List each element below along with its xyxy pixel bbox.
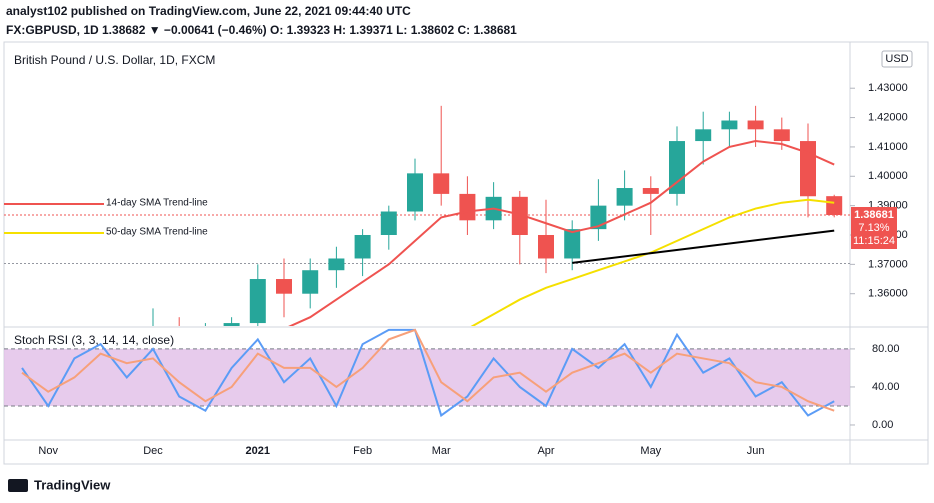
currency: USD — [885, 53, 908, 65]
candle-body — [800, 141, 816, 197]
indicator-title: Stoch RSI (3, 3, 14, 14, close) — [14, 333, 174, 347]
candle-body — [826, 196, 843, 216]
indicator-band — [4, 348, 850, 406]
y-tick-label: 1.36000 — [868, 288, 908, 300]
x-tick-label: Nov — [38, 445, 58, 457]
candle-body — [511, 196, 528, 235]
candle-body — [354, 234, 371, 259]
candle-body — [590, 205, 607, 230]
candle-body — [564, 229, 581, 259]
chart-title: British Pound / U.S. Dollar, 1D, FXCM — [14, 53, 215, 67]
price-tag — [851, 207, 897, 250]
x-tick-label: Jun — [747, 445, 765, 457]
candle-body — [223, 323, 240, 326]
quote-line: FX:GBPUSD, 1D 1.38682 ▼ −0.00641 (−0.46%… — [6, 23, 517, 37]
x-tick-label: May — [640, 445, 661, 457]
sma-line — [470, 198, 835, 326]
x-tick-label: Feb — [353, 445, 372, 457]
candle-body — [433, 173, 450, 194]
sma-line — [288, 140, 835, 326]
candle-body — [328, 258, 345, 271]
y-tick-label: 80.00 — [872, 343, 900, 355]
legend-label: 50-day SMA Trend-line — [106, 227, 208, 238]
candle-body — [459, 193, 476, 221]
stoch-line — [21, 328, 835, 412]
brand-logo — [8, 479, 28, 492]
price-pane — [4, 105, 850, 326]
candle-body — [302, 270, 319, 294]
brand: TradingView — [34, 477, 111, 492]
y-tick-label: 1.37000 — [868, 258, 908, 270]
x-tick-label: Dec — [143, 445, 163, 457]
candle-body — [695, 129, 712, 142]
y-tick-label: 1.43000 — [868, 82, 908, 94]
candle-body — [407, 173, 423, 212]
x-tick-label: Apr — [537, 445, 554, 457]
candle-body — [669, 141, 685, 194]
candle-body — [249, 279, 266, 324]
axes: 1.360001.370001.380001.390001.400001.410… — [4, 82, 908, 457]
candle-body — [721, 120, 738, 130]
candle-body — [642, 188, 659, 194]
y-tick-label: 40.00 — [872, 381, 900, 393]
candle-body — [616, 188, 633, 206]
y-tick-label: 1.41000 — [868, 141, 908, 153]
chart-frame — [3, 41, 929, 465]
y-tick-label: 1.40000 — [868, 170, 908, 182]
candle-body — [538, 234, 554, 259]
x-tick-label: 2021 — [246, 445, 270, 457]
price-tag-label: 11:15:24 — [853, 235, 895, 247]
candle-body — [747, 120, 764, 130]
price-tag-label: 1.38681 — [854, 209, 894, 221]
x-tick-label: Mar — [432, 445, 451, 457]
stoch-line — [21, 328, 835, 418]
published-line: analyst102 published on TradingView.com,… — [6, 4, 411, 18]
y-tick-label: 1.42000 — [868, 111, 908, 123]
candle-body — [380, 211, 397, 235]
currency-box — [881, 50, 913, 68]
price-tag-label: 7.13% — [858, 222, 889, 234]
trendline — [572, 229, 835, 264]
candle-body — [773, 129, 790, 142]
y-tick-label: 0.00 — [872, 419, 893, 431]
candle-body — [276, 279, 292, 294]
indicator-pane — [4, 328, 850, 418]
legend-label: 14-day SMA Trend-line — [106, 198, 208, 209]
